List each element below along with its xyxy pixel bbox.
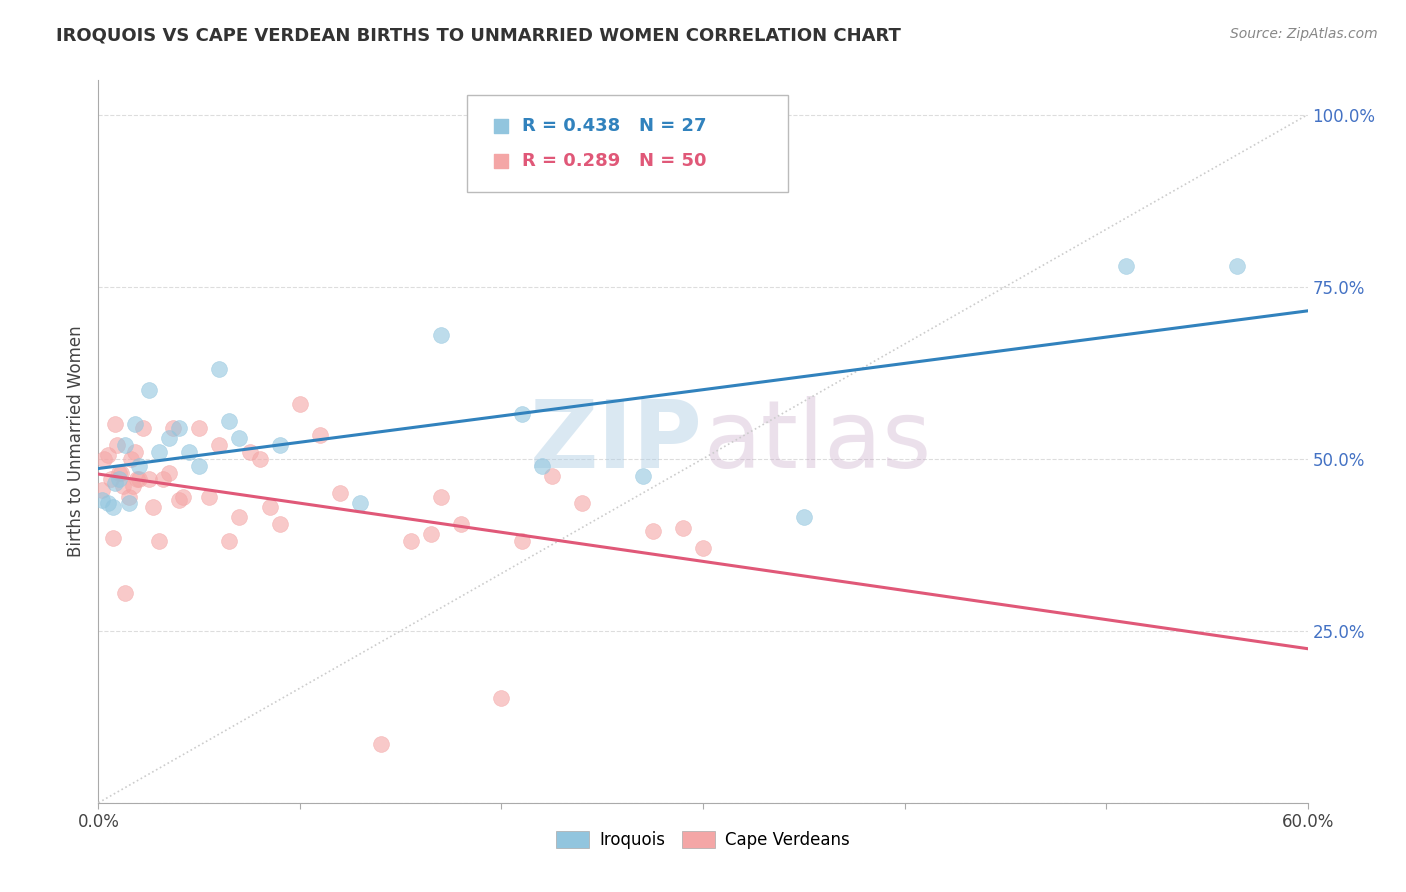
Point bbox=[510, 407, 533, 421]
Point bbox=[641, 524, 664, 538]
Point bbox=[288, 397, 311, 411]
Text: IROQUOIS VS CAPE VERDEAN BIRTHS TO UNMARRIED WOMEN CORRELATION CHART: IROQUOIS VS CAPE VERDEAN BIRTHS TO UNMAR… bbox=[56, 27, 901, 45]
Point bbox=[430, 490, 453, 504]
Text: Source: ZipAtlas.com: Source: ZipAtlas.com bbox=[1230, 27, 1378, 41]
Point bbox=[179, 445, 201, 459]
Point bbox=[101, 531, 124, 545]
Point bbox=[540, 469, 562, 483]
FancyBboxPatch shape bbox=[467, 95, 787, 193]
Point bbox=[420, 527, 443, 541]
Point bbox=[114, 438, 136, 452]
Point bbox=[228, 510, 250, 524]
Point bbox=[329, 486, 352, 500]
Point bbox=[103, 417, 125, 432]
Point bbox=[138, 383, 160, 397]
Legend: Iroquois, Cape Verdeans: Iroquois, Cape Verdeans bbox=[550, 824, 856, 856]
Point bbox=[111, 479, 134, 493]
Point bbox=[138, 472, 160, 486]
Y-axis label: Births to Unmarried Women: Births to Unmarried Women bbox=[66, 326, 84, 558]
Point bbox=[228, 431, 250, 445]
Point bbox=[162, 421, 184, 435]
Point bbox=[450, 517, 472, 532]
Point bbox=[530, 458, 553, 473]
Point bbox=[128, 458, 150, 473]
Point bbox=[124, 417, 146, 432]
Point bbox=[120, 451, 142, 466]
Point bbox=[148, 534, 170, 549]
Point bbox=[631, 469, 654, 483]
Point bbox=[218, 414, 240, 428]
Point bbox=[101, 500, 124, 514]
Point bbox=[239, 445, 262, 459]
Point bbox=[100, 472, 122, 486]
Point bbox=[157, 431, 180, 445]
Point bbox=[758, 151, 780, 165]
Point bbox=[399, 534, 422, 549]
Point bbox=[349, 496, 371, 510]
Point bbox=[97, 448, 120, 462]
Point bbox=[103, 475, 125, 490]
Text: atlas: atlas bbox=[703, 395, 931, 488]
Point bbox=[218, 534, 240, 549]
Point bbox=[142, 500, 165, 514]
Point bbox=[152, 472, 174, 486]
Text: R = 0.438   N = 27: R = 0.438 N = 27 bbox=[522, 117, 706, 135]
Point bbox=[114, 586, 136, 600]
Text: ZIP: ZIP bbox=[530, 395, 703, 488]
Point bbox=[157, 466, 180, 480]
Point bbox=[110, 466, 132, 480]
Point bbox=[672, 520, 695, 534]
Point bbox=[1226, 259, 1249, 273]
Point bbox=[370, 737, 392, 751]
Point bbox=[118, 496, 141, 510]
Point bbox=[91, 493, 114, 508]
Point bbox=[132, 421, 155, 435]
Point bbox=[249, 451, 271, 466]
Point bbox=[125, 472, 148, 486]
Point bbox=[188, 421, 211, 435]
Point bbox=[93, 451, 115, 466]
Point bbox=[188, 458, 211, 473]
Point bbox=[167, 493, 190, 508]
Point bbox=[107, 472, 129, 486]
Point bbox=[148, 445, 170, 459]
Point bbox=[91, 483, 114, 497]
Point bbox=[128, 472, 150, 486]
Point bbox=[121, 479, 143, 493]
Point bbox=[510, 534, 533, 549]
Point bbox=[97, 496, 120, 510]
Point bbox=[491, 691, 513, 706]
Point bbox=[172, 490, 194, 504]
Point bbox=[124, 445, 146, 459]
Point bbox=[1115, 259, 1137, 273]
Point bbox=[571, 496, 593, 510]
Point bbox=[793, 510, 815, 524]
Point bbox=[269, 438, 291, 452]
Point bbox=[430, 327, 453, 342]
Point bbox=[309, 427, 332, 442]
Point bbox=[118, 490, 141, 504]
Point bbox=[692, 541, 714, 556]
Text: R = 0.289   N = 50: R = 0.289 N = 50 bbox=[522, 153, 706, 170]
Point bbox=[107, 466, 129, 480]
Point bbox=[198, 490, 221, 504]
Point bbox=[269, 517, 291, 532]
Point bbox=[208, 362, 231, 376]
Point bbox=[105, 438, 128, 452]
Point bbox=[259, 500, 281, 514]
Point bbox=[758, 185, 780, 199]
Point bbox=[208, 438, 231, 452]
Point bbox=[167, 421, 190, 435]
